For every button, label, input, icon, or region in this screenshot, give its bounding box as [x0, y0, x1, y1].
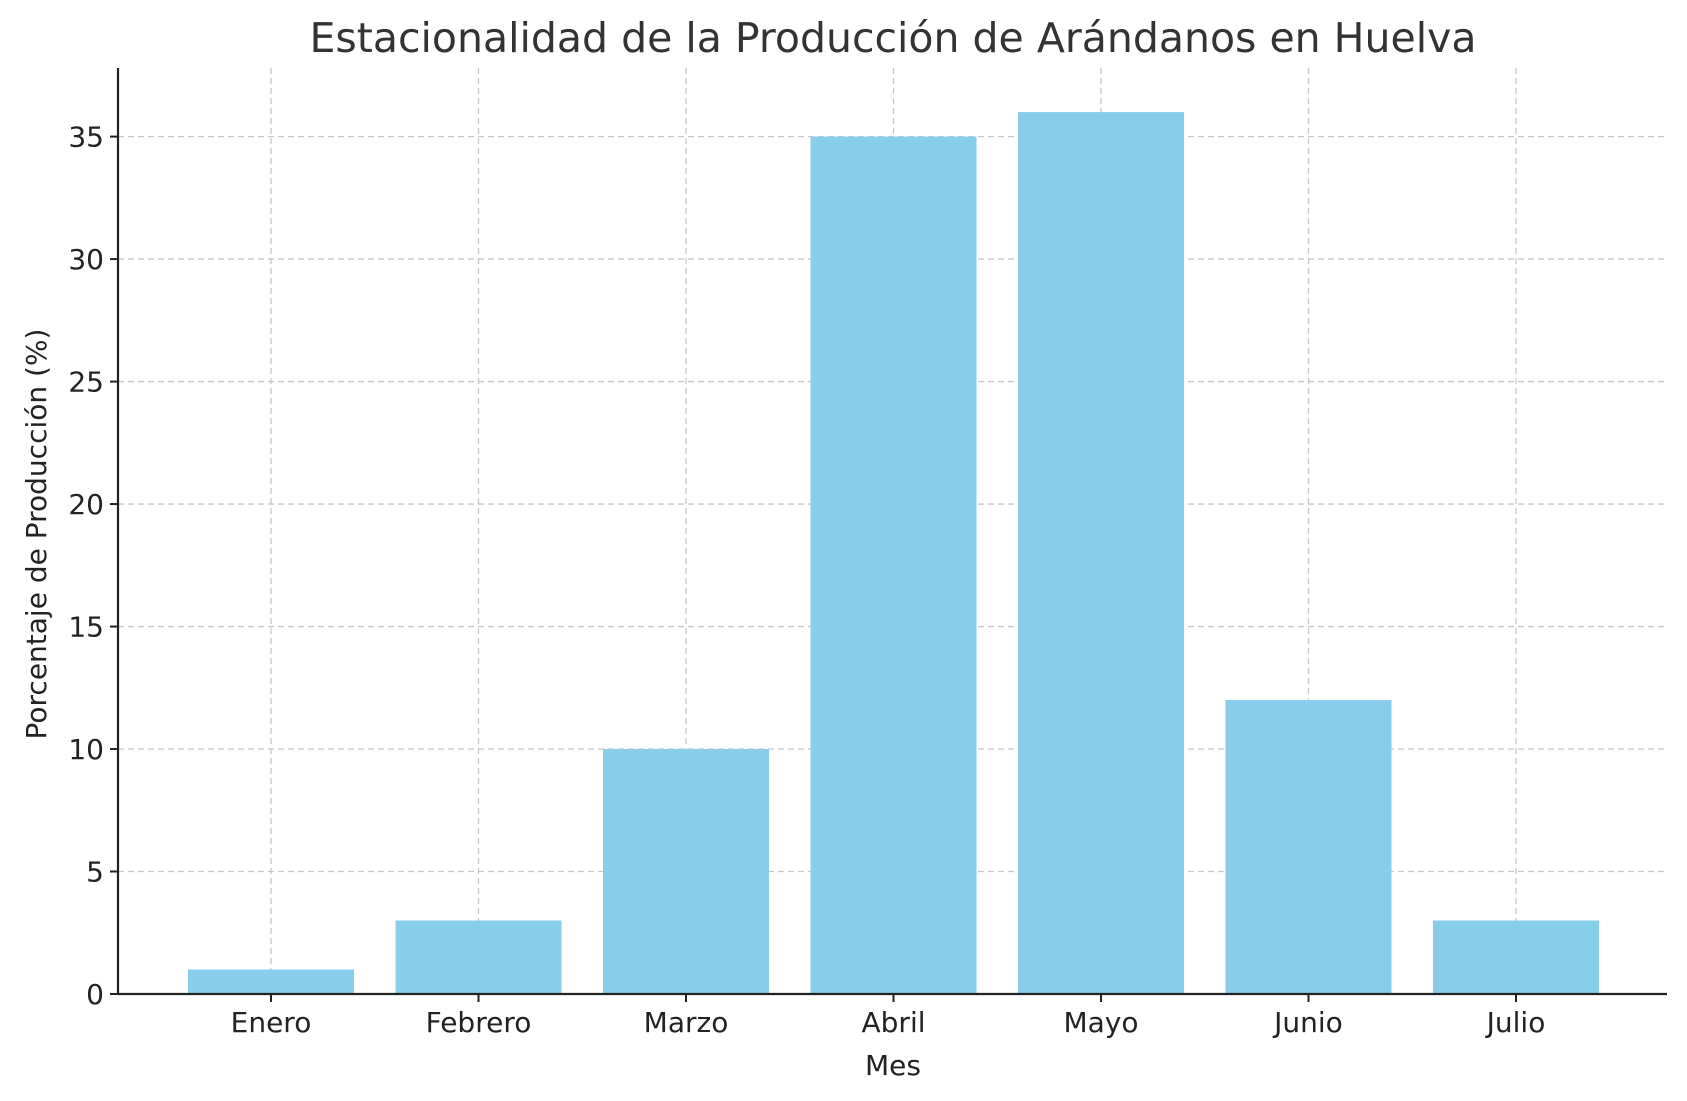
x-tick-label: Febrero — [426, 1006, 532, 1039]
x-axis-label: Mes — [865, 1049, 921, 1082]
x-axis-ticks: Enero Febrero Marzo Abril Mayo Junio Julio — [231, 994, 1546, 1039]
bars — [188, 112, 1599, 995]
x-tick-label: Junio — [1272, 1006, 1343, 1039]
y-tick-label: 15 — [68, 611, 104, 644]
y-tick-label: 10 — [68, 733, 104, 766]
bar-mayo — [1018, 112, 1184, 995]
x-tick-label: Abril — [862, 1006, 926, 1039]
bar-enero — [188, 969, 354, 994]
y-tick-label: 25 — [68, 366, 104, 399]
y-tick-label: 35 — [68, 121, 104, 154]
x-tick-label: Mayo — [1063, 1006, 1138, 1039]
y-axis-label: Porcentaje de Producción (%) — [20, 329, 53, 740]
x-tick-label: Marzo — [644, 1006, 729, 1039]
x-tick-label: Enero — [231, 1006, 312, 1039]
y-tick-label: 5 — [86, 856, 104, 889]
bar-julio — [1433, 920, 1599, 994]
x-tick-label: Julio — [1485, 1006, 1546, 1039]
y-tick-label: 30 — [68, 243, 104, 276]
bar-febrero — [395, 920, 562, 994]
chart-title: Estacionalidad de la Producción de Aránd… — [309, 14, 1476, 62]
bar-marzo — [603, 749, 769, 994]
y-tick-label: 20 — [68, 488, 104, 521]
y-axis-ticks: 0 5 10 15 20 25 30 35 — [68, 121, 118, 1011]
bar-abril — [810, 136, 977, 994]
bar-junio — [1225, 700, 1392, 994]
y-tick-label: 0 — [86, 978, 104, 1011]
